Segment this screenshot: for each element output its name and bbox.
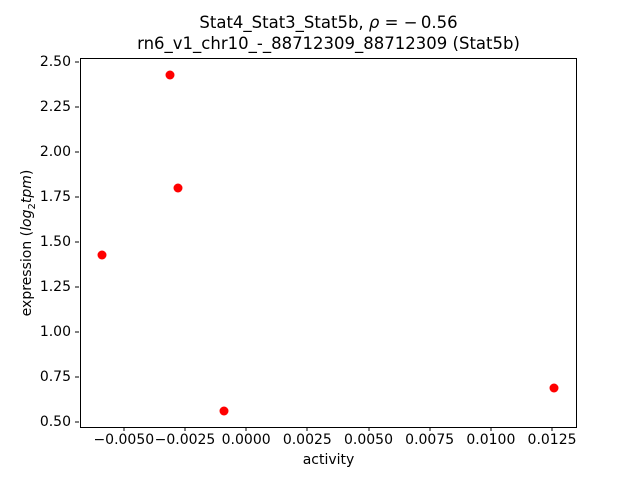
x-tick-mark [306,427,308,431]
ylabel-subscript: 2 [26,203,38,210]
y-tick-marks [75,58,80,428]
x-tick-label: 0.0050 [344,432,393,448]
title-line-1: Stat4_Stat3_Stat5b, ρ = − 0.56 [80,13,577,34]
y-tick-label: 1.00 [39,324,71,341]
x-tick-label: 0.0100 [466,432,516,448]
plot-area [80,58,577,428]
ylabel-suffix: ) [19,169,35,176]
y-tick-label: 1.75 [39,189,71,206]
x-tick-mark [551,427,553,431]
x-tick-mark [490,427,492,431]
x-tick-label: −0.0050 [93,432,155,448]
data-point [165,70,175,80]
title-rho-value: = − 0.56 [379,13,458,32]
x-tick-mark [429,427,431,431]
y-tick-mark [75,241,79,243]
rho-symbol: ρ [368,13,380,32]
data-point [549,383,559,393]
ylabel-log: log [19,209,35,231]
y-tick-mark [75,61,79,63]
data-point [97,250,107,260]
y-tick-mark [75,151,79,153]
ylabel-prefix: expression ( [19,230,35,317]
y-tick-label: 0.50 [39,413,71,430]
x-tick-labels: −0.0050 −0.0025 0.0000 0.0025 0.0050 0.0075 0.… [80,432,577,448]
y-tick-label: 1.25 [39,279,71,296]
x-tick-mark [368,427,369,431]
y-tick-label: 0.75 [39,369,71,385]
x-tick-mark [184,427,186,431]
y-tick-mark [75,286,79,288]
scatter-points-layer [80,58,577,428]
ylabel-tpm: tpm [19,175,35,204]
plot-title: Stat4_Stat3_Stat5b, ρ = − 0.56 rn6_v1_ch… [80,13,577,54]
y-tick-mark [75,376,79,378]
x-axis-label: activity [302,452,355,468]
y-tick-label: 2.00 [39,144,71,161]
y-axis-label: expression (log2tpm) [19,93,38,393]
y-tick-mark [75,331,79,333]
x-tick-label: 0.0075 [405,432,455,448]
x-tick-mark [245,427,247,431]
x-tick-label: 0.0125 [527,432,577,448]
x-tick-label: 0.0025 [282,432,332,448]
x-tick-mark [123,427,125,431]
y-tick-mark [75,196,79,198]
y-tick-mark [75,106,79,108]
y-tick-label: 1.50 [39,234,71,251]
title-prefix: Stat4_Stat3_Stat5b, [199,13,369,32]
x-tick-marks [80,427,577,432]
y-tick-labels: 0.50 0.75 1.00 1.25 1.50 1.75 2.00 2.25 2.50 [0,54,71,430]
data-point [173,183,183,193]
y-tick-label: 2.25 [39,99,71,116]
y-tick-mark [75,421,79,423]
y-tick-label: 2.50 [39,54,71,71]
data-point [219,406,229,416]
x-tick-label: −0.0025 [154,432,216,448]
title-line-2: rn6_v1_chr10_-_88712309_88712309 (Stat5b… [137,33,520,53]
x-tick-label: 0.0000 [221,432,271,448]
